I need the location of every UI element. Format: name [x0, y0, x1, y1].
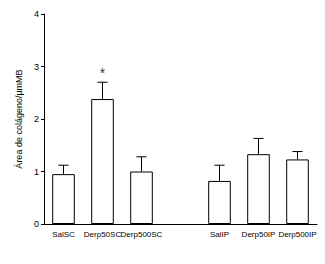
svg-text:4: 4 [34, 9, 39, 19]
svg-text:Derp500IP: Derp500IP [278, 230, 316, 239]
svg-text:Área de colágeno/µmMB: Área de colágeno/µmMB [14, 69, 24, 168]
svg-text:1: 1 [34, 167, 39, 177]
svg-text:*: * [100, 65, 106, 81]
svg-text:3: 3 [34, 62, 39, 72]
svg-text:SalIP: SalIP [210, 230, 229, 239]
svg-text:Derp500SC: Derp500SC [121, 230, 163, 239]
svg-text:Derp50IP: Derp50IP [242, 230, 276, 239]
svg-text:0: 0 [34, 219, 39, 229]
svg-text:Derp50SC: Derp50SC [84, 230, 122, 239]
svg-text:2: 2 [34, 114, 39, 124]
svg-text:SalSC: SalSC [52, 230, 75, 239]
